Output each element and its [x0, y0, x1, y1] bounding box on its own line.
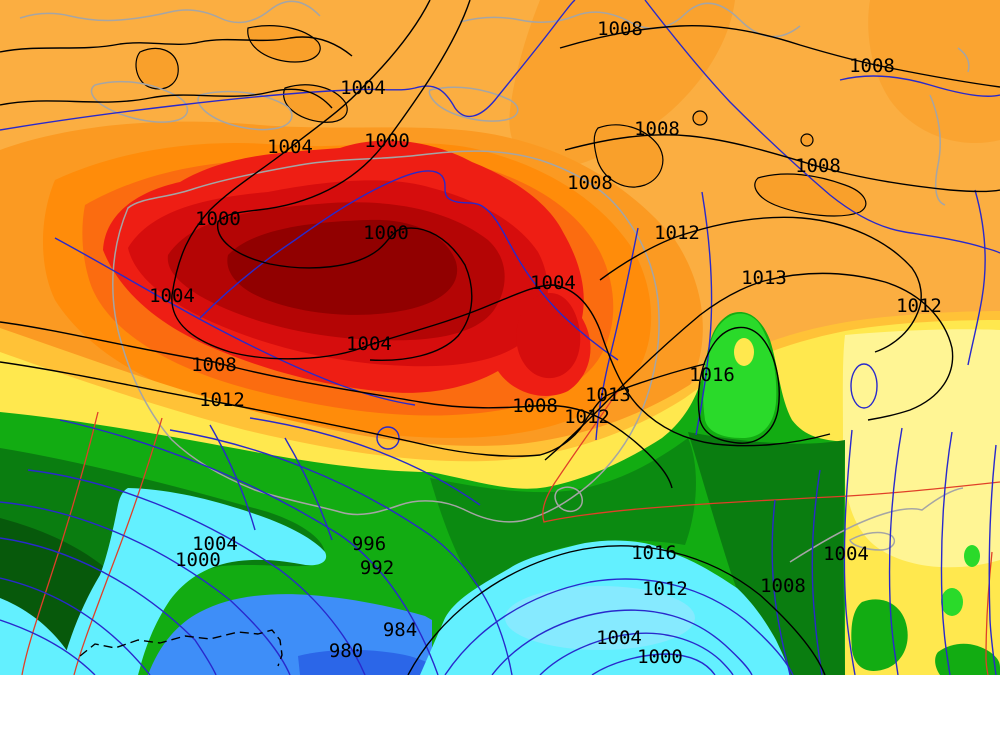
isobar-label: 1000	[364, 130, 410, 152]
isobar-label: 1004	[596, 627, 642, 649]
black-isobars	[0, 0, 1000, 675]
blue-contours	[0, 0, 1000, 675]
isobar-label: 1012	[564, 406, 610, 428]
isobar-label: 996	[352, 533, 386, 555]
isobar-label: 1013	[585, 384, 631, 406]
isobar-label: 1012	[199, 389, 245, 411]
temperature-fill-regions	[0, 0, 1000, 675]
isobar-label: 1016	[631, 542, 677, 564]
isobar-label: 1016	[689, 364, 735, 386]
red-contours	[21, 387, 1000, 675]
isobar-label: 992	[360, 557, 394, 579]
isobar-label: 1004	[823, 543, 869, 565]
isobar-label: 1012	[654, 222, 700, 244]
isobar-label: 1008	[634, 118, 680, 140]
isobar-label: 1008	[760, 575, 806, 597]
isobar-label: 980	[329, 640, 363, 662]
isobar-label: 1008	[512, 395, 558, 417]
isobar-label: 1004	[267, 136, 313, 158]
isobar-label: 1008	[597, 18, 643, 40]
isobar-label: 1000	[175, 549, 221, 571]
isobar-label: 1008	[567, 172, 613, 194]
isobar-label: 984	[383, 619, 417, 641]
isobar-label: 1004	[340, 77, 386, 99]
isobar-label: 1008	[795, 155, 841, 177]
isobar-label: 1004	[192, 533, 238, 555]
weather-map: 1008 1008 1008 1008 1004 1004 1000 1000 …	[0, 0, 1000, 675]
isobar-label: 1013	[741, 267, 787, 289]
isobar-label: 1004	[346, 333, 392, 355]
isobar-labels: 1008 1008 1008 1008 1004 1004 1000 1000 …	[149, 18, 942, 668]
isobar-label: 1012	[896, 295, 942, 317]
isobar-label: 1012	[642, 578, 688, 600]
isobar-label: 1008	[191, 354, 237, 376]
isobar-label: 1000	[195, 208, 241, 230]
footer: SLP/Temp. 850 hPa [hPa] ECMWF Su 26-01-2…	[0, 675, 1000, 733]
isobar-label: 1004	[530, 272, 576, 294]
isobar-label: 1000	[637, 646, 683, 668]
isobar-label: 1000	[363, 222, 409, 244]
isobar-label: 1004	[149, 285, 195, 307]
island-patches	[135, 25, 867, 217]
isobar-label: 1008	[849, 55, 895, 77]
